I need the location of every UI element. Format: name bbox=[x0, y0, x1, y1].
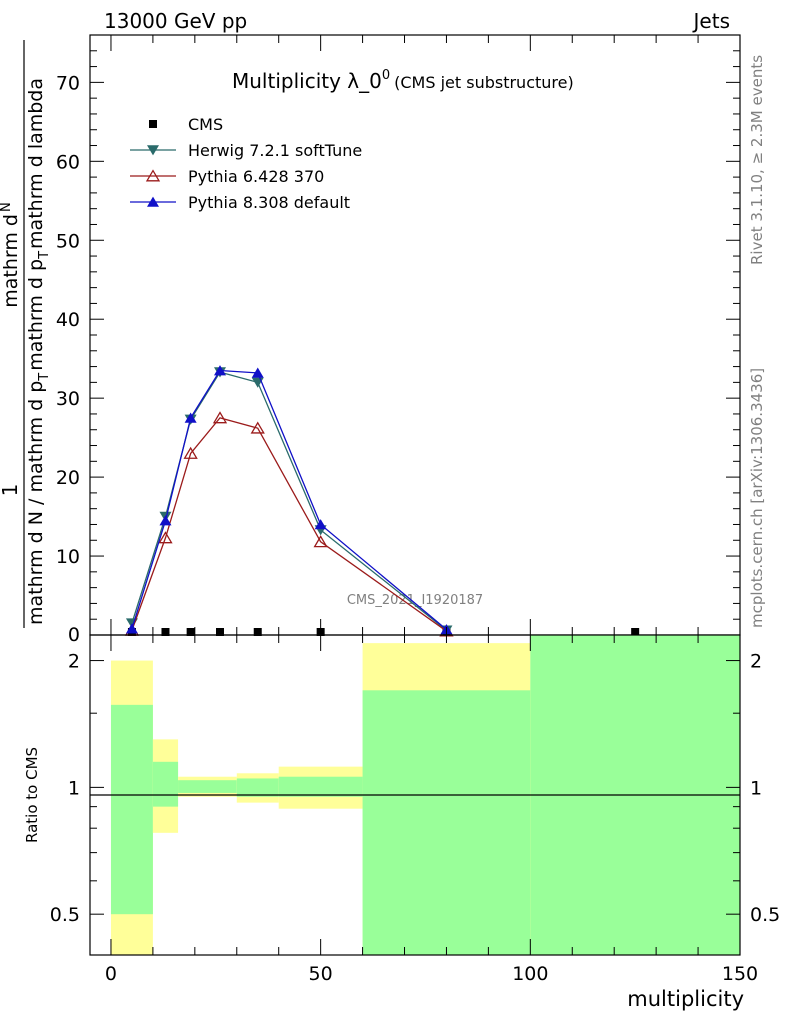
series-line bbox=[131, 369, 447, 630]
legend-label-1: Herwig 7.2.1 softTune bbox=[188, 141, 362, 160]
ratio-band-green-2 bbox=[178, 780, 237, 793]
main-axes: 10 20 30 40 50 60 70 bbox=[56, 35, 741, 635]
header-left: 13000 GeV pp bbox=[104, 9, 247, 33]
y-tick-label-0: 0 bbox=[68, 624, 80, 646]
ratio-panel: 0.5 0.5 1 1 2 2 0 50 100 150 Ratio to CMS multipl… bbox=[23, 634, 780, 1011]
ylabel-top-sup: N bbox=[0, 202, 14, 212]
ratio-y-tick-label-right: 2 bbox=[750, 651, 762, 673]
ylabel-denominator: mathrm d N / mathrm d pTmathrm d pTmathr… bbox=[25, 78, 52, 625]
side-label-top: Rivet 3.1.10, ≥ 2.3M events bbox=[748, 55, 766, 265]
pythia6-point bbox=[212, 411, 228, 424]
header-right: Jets bbox=[692, 9, 730, 33]
pythia6-point bbox=[183, 446, 198, 459]
cms-point bbox=[253, 628, 262, 636]
x-tick-label: 50 bbox=[309, 963, 333, 985]
x-tick-label: 0 bbox=[105, 963, 117, 985]
y-axis-label: 1 mathrm d N / mathrm d pTmathrm d pTmat… bbox=[0, 40, 52, 628]
legend-marker-0 bbox=[149, 120, 157, 128]
chart-title-main: Multiplicity λ_0 bbox=[232, 69, 382, 93]
chart-title: Multiplicity λ_00 (CMS jet substructure) bbox=[232, 68, 574, 93]
y-tick-label: 60 bbox=[56, 151, 80, 173]
ylabel-sub-t1: T bbox=[37, 373, 52, 382]
chart-subtitle: (CMS jet substructure) bbox=[394, 73, 574, 92]
ratio-y-tick-label-left: 0.5 bbox=[50, 904, 80, 926]
main-panel: 10 20 30 40 50 60 70 0 bbox=[56, 34, 741, 646]
y-tick-label: 50 bbox=[56, 230, 80, 252]
x-axis-label: multiplicity bbox=[627, 987, 744, 1011]
ratio-band-green-5 bbox=[362, 690, 531, 955]
pythia8-point bbox=[314, 519, 327, 530]
y-tick-label: 10 bbox=[56, 546, 80, 568]
pythia8-point bbox=[184, 412, 197, 423]
y-tick-label: 40 bbox=[56, 309, 80, 331]
ratio-band-green-3 bbox=[236, 778, 279, 797]
x-tick-label: 150 bbox=[722, 963, 758, 985]
cms-point bbox=[216, 628, 224, 636]
series-line bbox=[131, 417, 447, 632]
ylabel-top: mathrm dN bbox=[0, 202, 22, 307]
legend: CMS Herwig 7.2.1 softTune Pythia 6.428 370… bbox=[130, 115, 362, 212]
ratio-band-green-1 bbox=[152, 761, 179, 807]
chart-title-sup: 0 bbox=[382, 68, 390, 83]
ratio-band-green-0 bbox=[110, 704, 153, 915]
y-tick-label: 30 bbox=[56, 388, 80, 410]
legend-label-3: Pythia 8.308 default bbox=[188, 193, 350, 212]
y-tick-label: 20 bbox=[56, 467, 80, 489]
series-1 bbox=[125, 367, 453, 636]
series-3 bbox=[125, 365, 453, 635]
series-line bbox=[131, 371, 447, 631]
ratio-axes: 0.5 0.5 1 1 2 2 0 50 100 150 bbox=[50, 635, 780, 985]
pythia8-point bbox=[214, 365, 226, 376]
ratio-y-tick-label-right: 0.5 bbox=[750, 904, 780, 926]
pythia8-point bbox=[125, 623, 138, 634]
cms-point bbox=[631, 628, 640, 636]
pythia6-point bbox=[250, 421, 265, 434]
pythia8-point bbox=[251, 367, 264, 378]
legend-marker-2 bbox=[145, 169, 161, 182]
ratio-y-tick-label-left: 1 bbox=[68, 777, 80, 799]
ylabel-numerator: 1 bbox=[0, 484, 22, 497]
y-tick-label: 70 bbox=[56, 72, 80, 94]
legend-label-2: Pythia 6.428 370 bbox=[188, 167, 324, 186]
legend-label-0: CMS bbox=[188, 115, 223, 134]
side-label-bottom: mcplots.cern.ch [arXiv:1306.3436] bbox=[748, 368, 766, 628]
cms-point bbox=[161, 628, 170, 636]
ratio-band-green-4 bbox=[278, 776, 363, 797]
watermark: CMS_2021_I1920187 bbox=[347, 593, 483, 608]
pythia6-point bbox=[158, 531, 173, 544]
ratio-y-tick-label-left: 2 bbox=[68, 651, 80, 673]
x-tick-label: 100 bbox=[512, 963, 548, 985]
pythia8-point bbox=[159, 515, 172, 526]
legend-marker-1 bbox=[147, 145, 159, 156]
ratio-y-tick-label-right: 1 bbox=[750, 777, 762, 799]
legend-marker-3 bbox=[147, 196, 159, 207]
ratio-y-label: Ratio to CMS bbox=[23, 747, 41, 843]
ylabel-sub-t2: T bbox=[37, 251, 52, 260]
cms-point bbox=[186, 628, 195, 636]
pythia6-point bbox=[313, 535, 328, 548]
ratio-panel-frame bbox=[89, 634, 741, 956]
